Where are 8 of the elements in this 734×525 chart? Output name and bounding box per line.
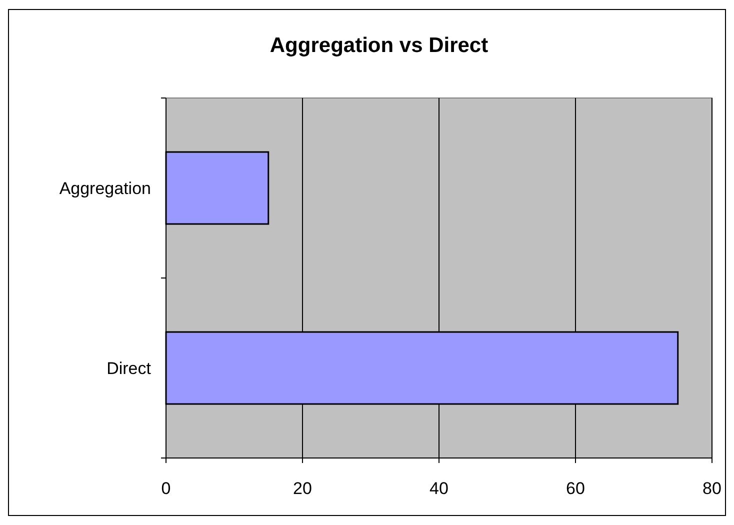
x-tick-label: 0 bbox=[161, 479, 171, 498]
x-tick-label: 80 bbox=[702, 479, 722, 498]
chart-title: Aggregation vs Direct bbox=[270, 34, 488, 57]
x-tick-label: 40 bbox=[430, 479, 448, 498]
y-tick-label: Direct bbox=[106, 359, 152, 378]
x-tick-label: 20 bbox=[293, 479, 312, 498]
y-tick-label: Aggregation bbox=[59, 179, 151, 198]
x-tick-label: 60 bbox=[566, 479, 585, 498]
